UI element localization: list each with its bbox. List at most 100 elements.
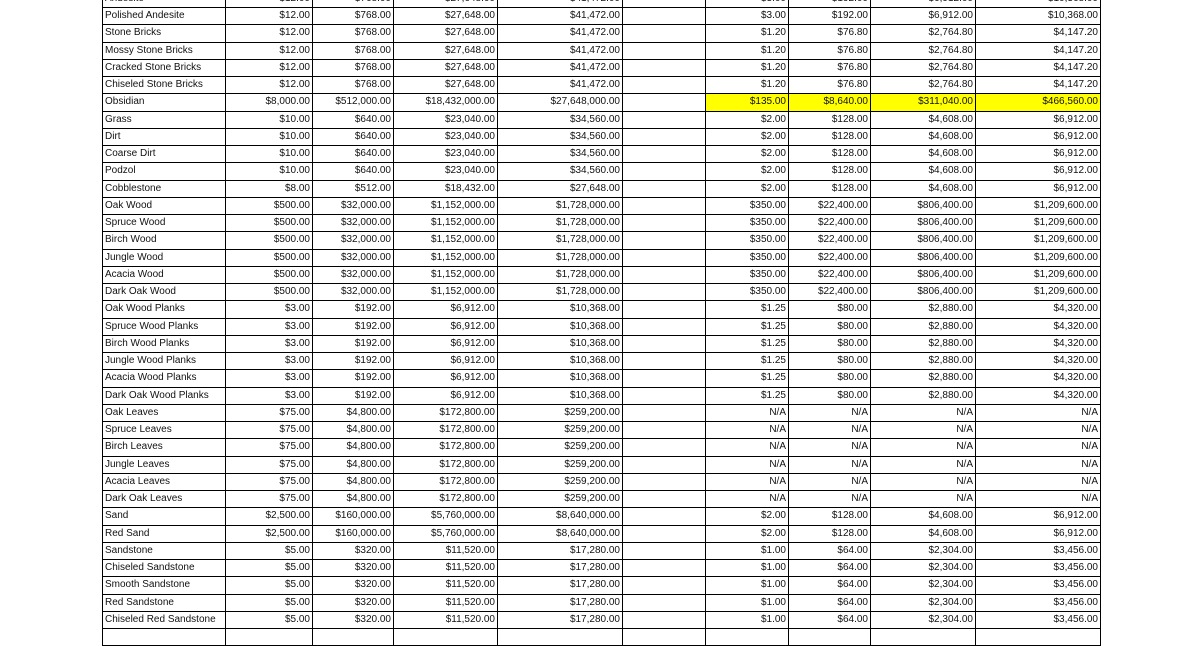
price-cell[interactable]: N/A (788, 438, 871, 457)
price-cell[interactable]: $27,648.00 (393, 24, 498, 43)
price-cell[interactable] (622, 144, 706, 164)
price-cell[interactable] (622, 627, 706, 646)
price-cell[interactable] (622, 24, 706, 43)
price-cell[interactable]: N/A (975, 420, 1101, 440)
price-cell[interactable]: N/A (975, 455, 1101, 474)
price-cell[interactable]: N/A (705, 420, 789, 440)
price-cell[interactable]: $1,728,000.00 (497, 248, 623, 267)
price-cell[interactable]: $80.00 (788, 369, 871, 388)
price-cell[interactable] (705, 627, 789, 646)
item-name-cell[interactable]: Spruce Leaves (102, 420, 226, 440)
price-cell[interactable]: N/A (975, 489, 1101, 509)
price-cell[interactable]: $4,147.20 (975, 58, 1101, 78)
price-cell[interactable]: $1.20 (705, 41, 789, 60)
price-cell[interactable]: $768.00 (312, 58, 394, 78)
price-cell[interactable]: $500.00 (225, 282, 313, 302)
price-cell[interactable]: $500.00 (225, 231, 313, 250)
price-cell[interactable]: $2,880.00 (870, 334, 976, 354)
price-cell[interactable]: $17,280.00 (497, 610, 623, 630)
price-cell[interactable] (312, 627, 394, 646)
price-cell[interactable]: $768.00 (312, 75, 394, 95)
price-cell[interactable]: $12.00 (225, 58, 313, 78)
price-cell[interactable]: N/A (870, 403, 976, 423)
price-cell[interactable]: $12.00 (225, 24, 313, 43)
price-cell[interactable]: $10,368.00 (497, 369, 623, 388)
price-cell[interactable]: $4,800.00 (312, 420, 394, 440)
price-cell[interactable]: $500.00 (225, 213, 313, 233)
item-name-cell[interactable]: Dirt (102, 127, 226, 147)
price-cell[interactable]: $27,648.00 (393, 0, 498, 9)
price-cell[interactable]: $350.00 (705, 196, 789, 216)
price-cell[interactable]: $192.00 (312, 386, 394, 405)
price-cell[interactable]: $6,912.00 (975, 144, 1101, 164)
price-cell[interactable]: $192.00 (312, 369, 394, 388)
price-cell[interactable]: $76.80 (788, 41, 871, 60)
price-cell[interactable]: $64.00 (788, 541, 871, 561)
price-cell[interactable]: $3.00 (705, 0, 789, 9)
price-cell[interactable]: $1.20 (705, 75, 789, 95)
price-cell[interactable]: $80.00 (788, 334, 871, 354)
price-cell[interactable]: $500.00 (225, 196, 313, 216)
price-cell[interactable]: $320.00 (312, 593, 394, 612)
price-cell[interactable]: $806,400.00 (870, 282, 976, 302)
price-cell[interactable]: $350.00 (705, 265, 789, 285)
price-cell[interactable]: $2,880.00 (870, 300, 976, 319)
price-cell[interactable]: $6,912.00 (870, 6, 976, 26)
price-cell[interactable]: $6,912.00 (975, 507, 1101, 526)
price-cell[interactable]: $1,152,000.00 (393, 248, 498, 267)
price-cell[interactable]: $128.00 (788, 524, 871, 543)
item-name-cell[interactable]: Spruce Wood (102, 213, 226, 233)
price-cell[interactable]: $128.00 (788, 110, 871, 129)
price-cell[interactable]: $192.00 (312, 300, 394, 319)
price-cell[interactable] (622, 507, 706, 526)
price-cell[interactable]: $4,608.00 (870, 144, 976, 164)
price-cell[interactable]: $34,560.00 (497, 127, 623, 147)
price-cell[interactable]: $311,040.00 (870, 93, 976, 112)
price-cell[interactable]: $350.00 (705, 231, 789, 250)
item-name-cell[interactable]: Sand (102, 507, 226, 526)
price-cell[interactable]: $3,456.00 (975, 558, 1101, 578)
price-cell[interactable]: $350.00 (705, 213, 789, 233)
price-cell[interactable]: $12.00 (225, 0, 313, 9)
price-cell[interactable]: $4,800.00 (312, 489, 394, 509)
price-cell[interactable]: $1.20 (705, 58, 789, 78)
item-name-cell[interactable]: Chiseled Sandstone (102, 558, 226, 578)
price-cell[interactable]: $80.00 (788, 351, 871, 371)
item-name-cell[interactable]: Cracked Stone Bricks (102, 58, 226, 78)
item-name-cell[interactable]: Spruce Wood Planks (102, 317, 226, 336)
price-cell[interactable]: $22,400.00 (788, 265, 871, 285)
price-cell[interactable]: $12.00 (225, 75, 313, 95)
price-cell[interactable]: $17,280.00 (497, 593, 623, 612)
price-cell[interactable]: $320.00 (312, 558, 394, 578)
price-cell[interactable]: $500.00 (225, 248, 313, 267)
price-cell[interactable] (622, 231, 706, 250)
price-cell[interactable] (622, 127, 706, 147)
price-cell[interactable]: $1,728,000.00 (497, 282, 623, 302)
price-cell[interactable]: $17,280.00 (497, 558, 623, 578)
price-cell[interactable]: $3,456.00 (975, 610, 1101, 630)
price-cell[interactable]: $6,912.00 (975, 110, 1101, 129)
price-cell[interactable]: $1,728,000.00 (497, 196, 623, 216)
price-cell[interactable]: $75.00 (225, 403, 313, 423)
price-cell[interactable]: $3.00 (225, 386, 313, 405)
price-cell[interactable]: $2,880.00 (870, 369, 976, 388)
price-cell[interactable]: $640.00 (312, 162, 394, 181)
price-cell[interactable]: $1,728,000.00 (497, 213, 623, 233)
price-cell[interactable]: $2.00 (705, 144, 789, 164)
price-cell[interactable]: N/A (788, 455, 871, 474)
price-cell[interactable]: $1.20 (705, 24, 789, 43)
price-cell[interactable]: $6,912.00 (975, 179, 1101, 198)
price-cell[interactable]: $8,640,000.00 (497, 507, 623, 526)
price-cell[interactable]: $1,728,000.00 (497, 265, 623, 285)
price-cell[interactable] (622, 213, 706, 233)
price-cell[interactable]: $128.00 (788, 179, 871, 198)
price-cell[interactable]: $11,520.00 (393, 593, 498, 612)
price-cell[interactable]: $2.00 (705, 162, 789, 181)
price-cell[interactable]: $22,400.00 (788, 282, 871, 302)
price-cell[interactable]: $4,608.00 (870, 110, 976, 129)
price-cell[interactable]: $10.00 (225, 110, 313, 129)
price-cell[interactable]: $76.80 (788, 58, 871, 78)
price-cell[interactable]: $80.00 (788, 386, 871, 405)
price-cell[interactable]: $1,152,000.00 (393, 196, 498, 216)
price-cell[interactable]: $18,432,000.00 (393, 93, 498, 112)
